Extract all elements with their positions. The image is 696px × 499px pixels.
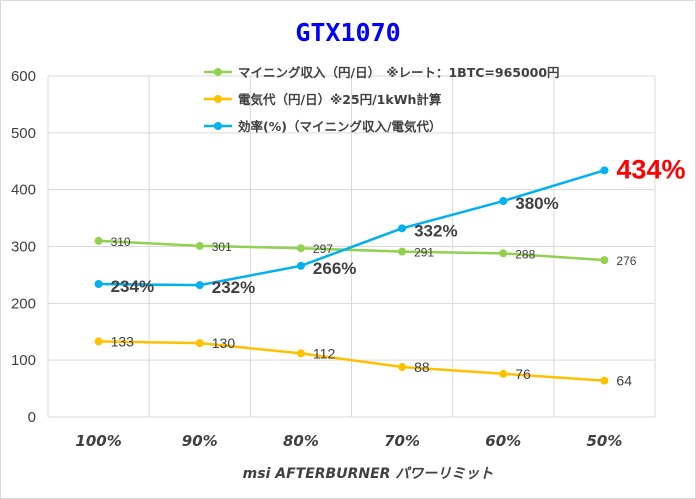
data-label: 112	[313, 345, 336, 361]
x-tick-label: 100%	[75, 432, 121, 450]
x-tick-label: 50%	[586, 432, 622, 450]
data-point	[195, 281, 204, 290]
data-point	[398, 224, 407, 233]
data-point	[600, 256, 609, 265]
series-line	[98, 239, 605, 262]
data-point	[94, 337, 103, 346]
axes: 0 100 200 300 400 500 600 100% 90% 80% 70% 60% 50%	[11, 68, 622, 450]
y-tick-label: 0	[28, 409, 36, 426]
data-label: 434%	[616, 154, 685, 184]
data-point	[296, 261, 305, 270]
x-axis-title: msi AFTERBURNER パワーリミット	[243, 466, 494, 482]
y-tick-label: 500	[11, 125, 36, 142]
data-point	[600, 166, 609, 175]
data-point	[398, 362, 407, 371]
legend-item-label: 電気代（円/日）※25円/1kWh計算	[238, 92, 442, 107]
x-tick-label: 90%	[182, 432, 218, 450]
data-label: 130	[212, 335, 236, 351]
data-label: 310	[111, 235, 131, 249]
legend: マイニング収入（円/日） ※レート：1BTC=965000円電気代（円/日）※2…	[204, 65, 560, 134]
chart-title: GTX1070	[295, 18, 400, 47]
legend-swatch-marker	[214, 68, 222, 76]
data-label: 266%	[313, 259, 356, 278]
data-label: 297	[313, 242, 333, 256]
y-tick-label: 200	[11, 295, 36, 312]
data-point	[195, 241, 204, 250]
data-label: 301	[212, 240, 232, 254]
data-label: 234%	[111, 277, 154, 296]
data-label: 288	[515, 247, 535, 261]
x-tick-label: 80%	[283, 432, 319, 450]
data-label: 380%	[515, 194, 558, 213]
y-tick-label: 300	[11, 239, 36, 256]
data-label: 291	[414, 246, 434, 260]
y-tick-label: 100	[11, 352, 36, 369]
data-label: 133	[111, 333, 135, 349]
data-point	[195, 339, 204, 348]
data-point	[296, 349, 305, 358]
data-label: 76	[515, 366, 531, 382]
x-tick-label: 60%	[485, 432, 521, 450]
series-line	[98, 340, 605, 382]
legend-item-label: マイニング収入（円/日） ※レート：1BTC=965000円	[238, 65, 560, 80]
data-point	[94, 236, 103, 245]
data-labels: 310 301 297 291 288 276 133 130 112 88 76 64 234% 232…	[111, 154, 686, 388]
y-tick-label: 600	[11, 68, 36, 85]
data-point	[296, 244, 305, 253]
data-point	[600, 376, 609, 385]
data-label: 88	[414, 359, 430, 375]
data-point	[499, 197, 508, 206]
data-label: 332%	[414, 221, 457, 240]
y-tick-label: 400	[11, 182, 36, 199]
data-label: 276	[616, 254, 636, 268]
data-point	[94, 280, 103, 289]
legend-swatch-marker	[214, 95, 222, 103]
series-line	[98, 169, 605, 287]
data-point	[398, 247, 407, 256]
x-tick-label: 70%	[384, 432, 420, 450]
data-label: 232%	[212, 278, 255, 297]
series-layer	[94, 166, 609, 385]
data-point	[499, 249, 508, 258]
data-label: 64	[616, 373, 632, 389]
legend-swatch-marker	[214, 122, 222, 130]
legend-item-label: 効率(%)（マイニング収入/電気代）	[238, 119, 442, 134]
data-point	[499, 369, 508, 378]
